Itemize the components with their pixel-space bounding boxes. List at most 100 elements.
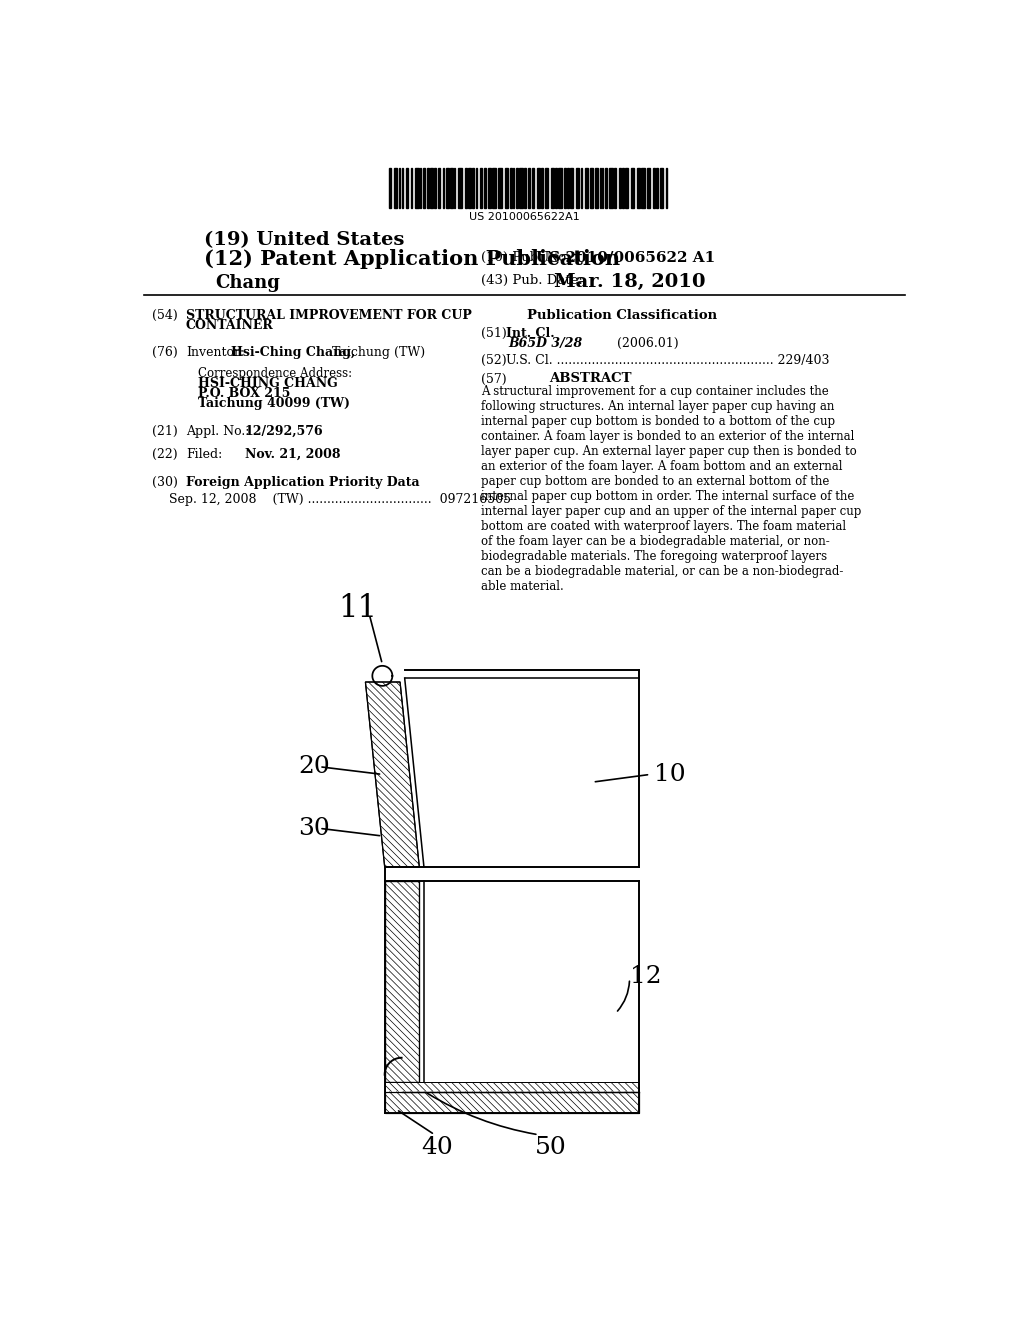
Bar — [647, 168, 650, 207]
Bar — [423, 168, 425, 207]
Bar — [666, 168, 667, 207]
Polygon shape — [385, 1082, 639, 1092]
Text: 12/292,576: 12/292,576 — [245, 425, 324, 438]
Bar — [625, 168, 629, 207]
Bar — [537, 168, 540, 207]
Polygon shape — [366, 682, 419, 867]
Bar — [411, 168, 412, 207]
Text: Hsi-Ching Chang,: Hsi-Ching Chang, — [230, 346, 355, 359]
Text: Taichung 40099 (TW): Taichung 40099 (TW) — [199, 397, 350, 411]
Polygon shape — [385, 1092, 639, 1113]
Bar — [622, 168, 624, 207]
Text: 50: 50 — [535, 1137, 566, 1159]
Bar — [488, 168, 490, 207]
Bar — [472, 168, 474, 207]
Bar — [399, 168, 400, 207]
Bar — [551, 168, 554, 207]
Text: ABSTRACT: ABSTRACT — [549, 372, 631, 385]
Bar — [566, 168, 568, 207]
Bar — [454, 168, 456, 207]
Bar — [519, 168, 523, 207]
Bar — [484, 168, 486, 207]
Bar — [564, 168, 566, 207]
Text: B65D 3/28: B65D 3/28 — [509, 337, 583, 350]
Text: Mar. 18, 2010: Mar. 18, 2010 — [554, 273, 706, 292]
Bar — [513, 168, 514, 207]
Text: (2006.01): (2006.01) — [578, 337, 679, 350]
Bar — [505, 168, 508, 207]
Text: 10: 10 — [654, 763, 686, 785]
Bar — [570, 168, 573, 207]
Text: Inventor:: Inventor: — [186, 346, 244, 359]
Bar — [510, 168, 512, 207]
Text: A structural improvement for a cup container includes the
following structures. : A structural improvement for a cup conta… — [481, 385, 861, 593]
Bar — [528, 168, 529, 207]
Text: U.S. Cl. ........................................................ 229/403: U.S. Cl. ...............................… — [506, 354, 829, 367]
Bar — [499, 168, 502, 207]
Bar — [388, 168, 391, 207]
Text: (52): (52) — [481, 354, 507, 367]
Bar — [420, 168, 422, 207]
Bar — [516, 168, 518, 207]
Bar — [406, 168, 409, 207]
Text: Appl. No.:: Appl. No.: — [186, 425, 250, 438]
Bar — [446, 168, 450, 207]
Text: (43) Pub. Date:: (43) Pub. Date: — [481, 275, 583, 286]
Text: US 20100065622A1: US 20100065622A1 — [469, 213, 581, 222]
Bar — [590, 168, 593, 207]
Text: (76): (76) — [153, 346, 178, 359]
Bar — [575, 168, 580, 207]
Bar — [656, 168, 657, 207]
Text: Filed:: Filed: — [186, 447, 222, 461]
Bar — [609, 168, 613, 207]
Text: CONTAINER: CONTAINER — [186, 319, 273, 333]
Text: (30): (30) — [153, 475, 178, 488]
Bar — [600, 168, 601, 207]
Bar — [427, 168, 429, 207]
Text: Int. Cl.: Int. Cl. — [506, 327, 554, 341]
Bar — [480, 168, 482, 207]
Text: (19) United States: (19) United States — [204, 231, 404, 248]
Bar — [555, 168, 557, 207]
Bar — [641, 168, 645, 207]
Text: 30: 30 — [298, 817, 330, 840]
Text: Nov. 21, 2008: Nov. 21, 2008 — [245, 447, 340, 461]
Text: Taichung (TW): Taichung (TW) — [328, 346, 425, 359]
Bar — [631, 168, 634, 207]
Bar — [542, 168, 543, 207]
Text: (22): (22) — [153, 447, 178, 461]
Text: (21): (21) — [153, 425, 178, 438]
Text: Chang: Chang — [215, 275, 281, 292]
Bar — [581, 168, 583, 207]
Bar — [450, 168, 453, 207]
Bar — [415, 168, 419, 207]
Bar — [476, 168, 477, 207]
Text: Correspondence Address:: Correspondence Address: — [199, 367, 352, 380]
Bar — [637, 168, 640, 207]
Text: 40: 40 — [422, 1137, 454, 1159]
Text: Foreign Application Priority Data: Foreign Application Priority Data — [186, 475, 420, 488]
Text: Publication Classification: Publication Classification — [527, 309, 717, 322]
Bar — [492, 168, 496, 207]
Bar — [558, 168, 561, 207]
Bar — [653, 168, 655, 207]
Bar — [595, 168, 598, 207]
Text: US 2010/0065622 A1: US 2010/0065622 A1 — [537, 251, 716, 265]
Bar — [430, 168, 433, 207]
Bar — [545, 168, 548, 207]
Bar — [442, 168, 444, 207]
Text: (51): (51) — [481, 327, 507, 341]
Text: Sep. 12, 2008    (TW) ................................  097216505: Sep. 12, 2008 (TW) .....................… — [169, 492, 511, 506]
Bar — [659, 168, 663, 207]
Bar — [434, 168, 436, 207]
Text: 20: 20 — [298, 755, 330, 779]
Bar — [459, 168, 462, 207]
Bar — [438, 168, 440, 207]
Bar — [532, 168, 534, 207]
Text: 12: 12 — [630, 965, 662, 989]
Polygon shape — [385, 880, 419, 1082]
Bar — [465, 168, 467, 207]
Bar — [524, 168, 526, 207]
Text: (57): (57) — [481, 372, 507, 385]
Bar — [401, 168, 402, 207]
